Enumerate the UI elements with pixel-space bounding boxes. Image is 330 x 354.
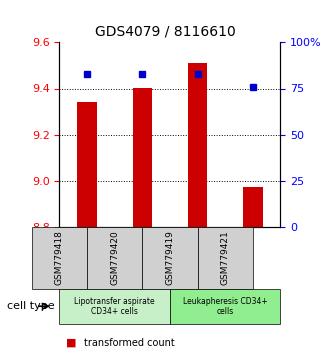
Bar xyxy=(188,63,207,227)
Text: GSM779420: GSM779420 xyxy=(110,230,119,285)
Text: cell type: cell type xyxy=(7,301,54,311)
Bar xyxy=(243,187,263,227)
Text: GSM779418: GSM779418 xyxy=(55,230,64,285)
Text: Lipotransfer aspirate
CD34+ cells: Lipotransfer aspirate CD34+ cells xyxy=(74,297,155,316)
Text: ■: ■ xyxy=(66,338,77,348)
Bar xyxy=(133,88,152,227)
Text: Leukapheresis CD34+
cells: Leukapheresis CD34+ cells xyxy=(183,297,268,316)
Text: transformed count: transformed count xyxy=(84,338,175,348)
Text: GSM779421: GSM779421 xyxy=(221,230,230,285)
Bar xyxy=(77,102,97,227)
Text: GDS4079 / 8116610: GDS4079 / 8116610 xyxy=(95,25,235,39)
Text: GSM779419: GSM779419 xyxy=(165,230,175,285)
